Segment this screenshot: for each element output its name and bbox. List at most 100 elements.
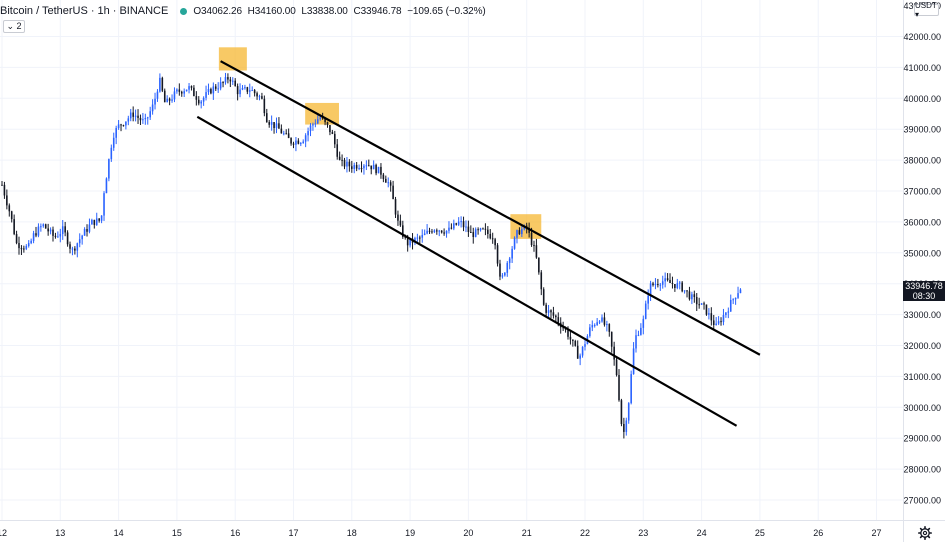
candle-body	[173, 91, 176, 100]
candle-body	[214, 86, 217, 89]
time-tick-label: 14	[114, 528, 124, 538]
candle-body	[555, 315, 557, 318]
change-value: −109.65 (−0.32%)	[407, 5, 486, 17]
candle-body	[686, 290, 688, 292]
candle-body	[103, 193, 105, 216]
candle-body	[632, 348, 635, 375]
chart-legend: Bitcoin / TetherUS · 1h · BINANCE O34062…	[0, 4, 489, 18]
price-tick-label: 38000.00	[903, 156, 941, 166]
candle-body	[253, 90, 256, 94]
open-value: 34062.26	[201, 5, 242, 17]
candle-body	[292, 143, 295, 145]
candle-body	[236, 86, 239, 95]
candle-body	[409, 238, 411, 246]
candle-body	[737, 293, 739, 298]
candle-body	[183, 91, 185, 94]
candle-body	[129, 112, 132, 119]
candle-body	[720, 321, 722, 323]
candle-body	[596, 322, 598, 325]
candlestick-series	[1, 72, 742, 439]
candle-body	[436, 230, 438, 232]
candle-body	[312, 124, 314, 126]
candle-body	[581, 346, 584, 356]
candle-body	[438, 230, 441, 232]
candle-body	[693, 294, 696, 298]
gear-icon[interactable]	[918, 526, 932, 540]
candle-body	[710, 313, 713, 321]
candle-body	[180, 91, 183, 94]
candle-body	[402, 225, 404, 237]
candle-body	[263, 98, 266, 114]
trendlines[interactable]	[196, 60, 761, 427]
candle-body	[499, 263, 501, 277]
candle-body	[229, 79, 232, 82]
candle-body	[261, 96, 263, 99]
candle-body	[132, 112, 134, 117]
candle-body	[98, 218, 100, 221]
candle-body	[511, 248, 513, 259]
candle-body	[329, 125, 331, 133]
candle-body	[487, 229, 489, 234]
candle-body	[538, 257, 540, 273]
price-tick-label: 31000.00	[903, 372, 941, 382]
candle-body	[134, 115, 137, 117]
candle-body	[640, 327, 642, 335]
candle-body	[428, 230, 431, 232]
candle-body	[151, 104, 154, 112]
trendline-lower[interactable]	[196, 115, 738, 427]
symbol-name[interactable]: Bitcoin / TetherUS	[0, 5, 88, 17]
high-value: 34160.00	[254, 5, 296, 17]
bar-countdown: 08:30	[912, 291, 936, 301]
candle-body	[547, 310, 550, 313]
low-key: L	[301, 5, 307, 17]
candle-body	[185, 89, 188, 92]
candle-body	[635, 335, 637, 349]
candle-body	[137, 115, 139, 118]
candle-body	[513, 237, 516, 249]
candle-body	[66, 232, 69, 245]
candle-body	[321, 117, 324, 119]
time-tick-label: 17	[288, 528, 298, 538]
time-tick-label: 12	[0, 528, 7, 538]
candle-body	[627, 403, 630, 421]
candle-body	[86, 229, 88, 232]
candle-body	[241, 88, 244, 90]
candle-body	[316, 119, 319, 124]
candle-body	[159, 77, 161, 92]
candle-body	[625, 420, 628, 432]
candle-body	[285, 133, 288, 135]
candle-body	[734, 297, 737, 300]
trendline-upper[interactable]	[220, 60, 761, 356]
open-key: O	[193, 5, 202, 17]
candle-body	[190, 86, 193, 88]
candle-body	[47, 228, 49, 232]
candle-body	[426, 230, 428, 234]
indicators-toggle-button[interactable]: ⌄ 2	[3, 20, 25, 33]
candle-body	[688, 291, 691, 300]
candle-body	[74, 248, 76, 251]
candle-body	[387, 182, 390, 184]
time-axis[interactable]: 12 13 14 15 16 17 18 19 20 21 22 23 24 25 26 27	[0, 528, 882, 538]
candle-body	[195, 96, 198, 100]
candle-body	[647, 295, 649, 304]
price-tick-label: 37000.00	[903, 187, 941, 197]
candle-body	[18, 243, 20, 249]
candle-body	[722, 314, 725, 323]
candle-body	[603, 317, 606, 325]
candle-body	[351, 166, 353, 169]
candle-body	[450, 227, 453, 229]
candle-body	[360, 168, 363, 170]
currency-button[interactable]: USDT ▾	[914, 1, 939, 19]
candle-body	[154, 98, 156, 105]
price-tick-label: 33000.00	[903, 310, 941, 320]
candle-body	[589, 327, 591, 337]
interval-label[interactable]: 1h	[97, 5, 110, 17]
candle-body	[163, 90, 166, 103]
low-value: 33838.00	[306, 5, 348, 17]
candle-body	[234, 80, 236, 87]
candle-body	[275, 123, 278, 129]
candle-body	[703, 303, 705, 305]
price-axis[interactable]: 27000.00 28000.00 29000.00 30000.00 31000.00…	[903, 1, 941, 505]
candle-body	[506, 262, 509, 273]
